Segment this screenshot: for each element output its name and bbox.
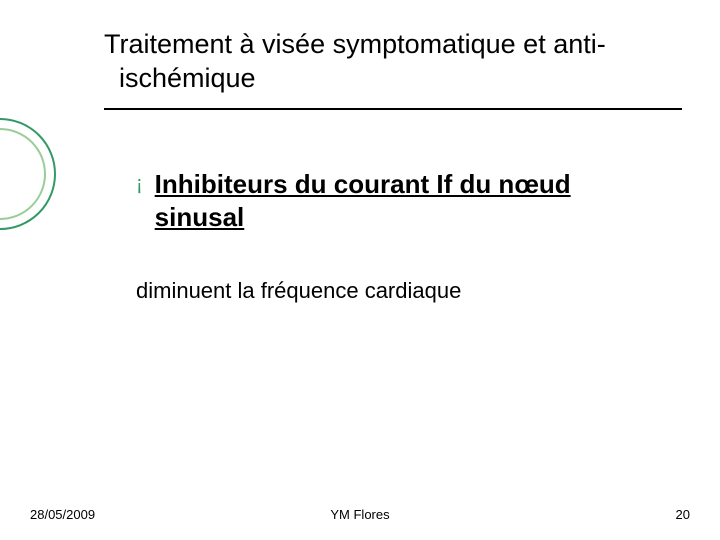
footer-page-number: 20	[676, 507, 690, 522]
body-text: diminuent la fréquence cardiaque	[136, 278, 461, 304]
bullet-text: Inhibiteurs du courant If du nœud sinusa…	[155, 168, 655, 233]
bullet-marker-icon: ¡	[136, 172, 143, 196]
title-block: Traitement à visée symptomatique et anti…	[104, 28, 664, 96]
bullet-item: ¡ Inhibiteurs du courant If du nœud sinu…	[136, 168, 655, 233]
slide: Traitement à visée symptomatique et anti…	[0, 0, 720, 540]
footer-author: YM Flores	[0, 507, 720, 522]
title-underline	[104, 108, 682, 110]
slide-title: Traitement à visée symptomatique et anti…	[104, 28, 664, 96]
